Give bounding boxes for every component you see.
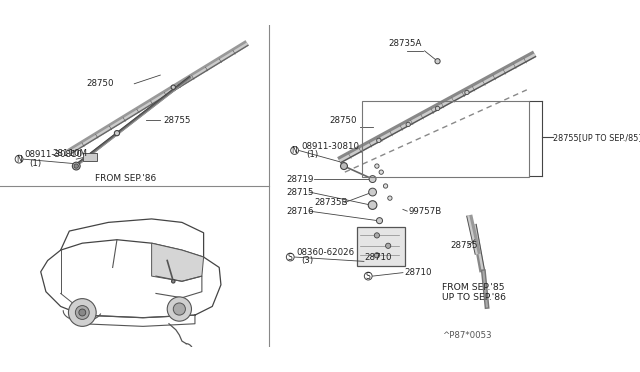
Text: 28719: 28719 bbox=[286, 174, 314, 183]
Circle shape bbox=[406, 122, 410, 126]
Text: 28755: 28755 bbox=[451, 241, 478, 250]
Text: UP TO SEP.'86: UP TO SEP.'86 bbox=[442, 293, 506, 302]
Text: 28716: 28716 bbox=[286, 206, 314, 216]
Circle shape bbox=[79, 309, 86, 316]
Circle shape bbox=[15, 155, 23, 163]
Circle shape bbox=[115, 131, 120, 136]
Circle shape bbox=[383, 184, 388, 188]
FancyBboxPatch shape bbox=[83, 153, 97, 161]
Circle shape bbox=[286, 253, 294, 261]
Circle shape bbox=[369, 176, 376, 183]
Circle shape bbox=[364, 272, 372, 280]
Circle shape bbox=[368, 201, 377, 209]
Text: 28735B: 28735B bbox=[314, 198, 348, 207]
Text: FROM SEP.'86: FROM SEP.'86 bbox=[95, 174, 156, 183]
Text: N: N bbox=[16, 155, 22, 164]
Circle shape bbox=[172, 280, 175, 283]
Text: 28755: 28755 bbox=[163, 116, 190, 125]
Circle shape bbox=[76, 305, 89, 320]
FancyBboxPatch shape bbox=[357, 227, 404, 266]
Text: N: N bbox=[292, 146, 298, 155]
Circle shape bbox=[340, 163, 348, 170]
Polygon shape bbox=[152, 243, 204, 281]
Text: 28735A: 28735A bbox=[388, 39, 422, 48]
Bar bbox=[362, 101, 529, 177]
Circle shape bbox=[376, 138, 381, 142]
Circle shape bbox=[435, 106, 440, 110]
Circle shape bbox=[375, 164, 379, 168]
Circle shape bbox=[72, 162, 80, 170]
Text: 28750: 28750 bbox=[329, 116, 356, 125]
Circle shape bbox=[291, 147, 298, 154]
Circle shape bbox=[173, 303, 186, 315]
Circle shape bbox=[385, 243, 391, 248]
Text: 08911-30810: 08911-30810 bbox=[301, 142, 360, 151]
Text: ^P87*0053: ^P87*0053 bbox=[442, 331, 492, 340]
Text: FROM SEP.'85: FROM SEP.'85 bbox=[442, 283, 504, 292]
Text: 28710: 28710 bbox=[404, 268, 432, 277]
Circle shape bbox=[167, 297, 191, 321]
Text: 28710: 28710 bbox=[364, 253, 392, 262]
Text: 28755[UP TO SEP./85]: 28755[UP TO SEP./85] bbox=[553, 133, 640, 142]
Circle shape bbox=[68, 299, 96, 326]
Circle shape bbox=[171, 85, 175, 89]
Circle shape bbox=[379, 170, 383, 174]
Text: 08911-30810: 08911-30810 bbox=[24, 150, 83, 159]
Circle shape bbox=[388, 196, 392, 200]
Text: (3): (3) bbox=[301, 256, 314, 265]
Text: 28715: 28715 bbox=[286, 187, 314, 196]
Text: (1): (1) bbox=[307, 150, 319, 159]
Text: 99757B: 99757B bbox=[409, 206, 442, 216]
Circle shape bbox=[374, 253, 380, 258]
Text: (1): (1) bbox=[29, 159, 42, 168]
Text: S: S bbox=[366, 272, 371, 280]
Circle shape bbox=[369, 188, 376, 196]
Text: S: S bbox=[288, 253, 292, 262]
Text: 08360-62026: 08360-62026 bbox=[296, 248, 355, 257]
Text: 28750: 28750 bbox=[86, 79, 114, 88]
Text: 28110M: 28110M bbox=[52, 148, 87, 158]
Circle shape bbox=[465, 90, 469, 94]
Circle shape bbox=[435, 59, 440, 64]
Circle shape bbox=[374, 233, 380, 238]
Circle shape bbox=[376, 218, 383, 224]
Circle shape bbox=[74, 164, 79, 168]
